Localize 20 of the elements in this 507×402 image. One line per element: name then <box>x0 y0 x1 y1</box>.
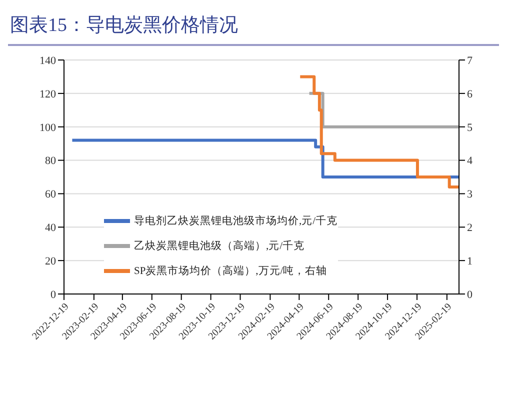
y-tick-label: 100 <box>40 122 56 134</box>
y2-tick-label: 3 <box>467 188 473 201</box>
y2-tick-label: 2 <box>467 222 472 234</box>
y-tick-label: 0 <box>50 288 56 301</box>
y2-tick-label: 5 <box>467 122 473 134</box>
y-tick-label: 40 <box>45 222 56 234</box>
y-tick-label: 60 <box>45 188 56 201</box>
legend-label: 乙炔炭黑锂电池级（高端）,元/千克 <box>134 239 305 252</box>
y-tick-label: 120 <box>40 88 56 100</box>
y-tick-label: 140 <box>40 54 56 67</box>
y-tick-label: 80 <box>45 155 56 168</box>
chart-title: 图表15：导电炭黑价格情况 <box>8 8 499 46</box>
y-tick-label: 20 <box>45 255 56 268</box>
y2-tick-label: 7 <box>467 54 473 67</box>
y2-tick-label: 6 <box>467 88 473 100</box>
y2-tick-label: 4 <box>467 155 473 168</box>
legend-label: SP炭黑市场均价（高端）,万元/吨，右轴 <box>134 264 328 278</box>
y2-tick-label: 1 <box>467 255 472 268</box>
legend-label: 导电剂乙炔炭黑锂电池级市场均价,元/千克 <box>134 214 338 228</box>
y2-tick-label: 0 <box>467 288 473 301</box>
